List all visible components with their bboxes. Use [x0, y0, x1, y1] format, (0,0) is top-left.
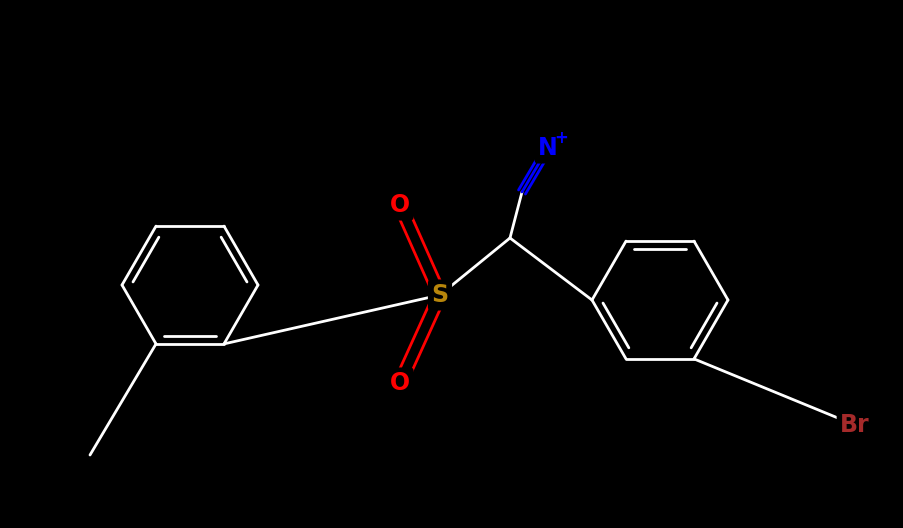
Text: O: O [389, 193, 410, 217]
Text: N: N [537, 136, 557, 160]
Text: O: O [389, 371, 410, 395]
Text: S: S [431, 283, 448, 307]
Text: Br: Br [839, 413, 869, 437]
Text: +: + [554, 129, 567, 147]
